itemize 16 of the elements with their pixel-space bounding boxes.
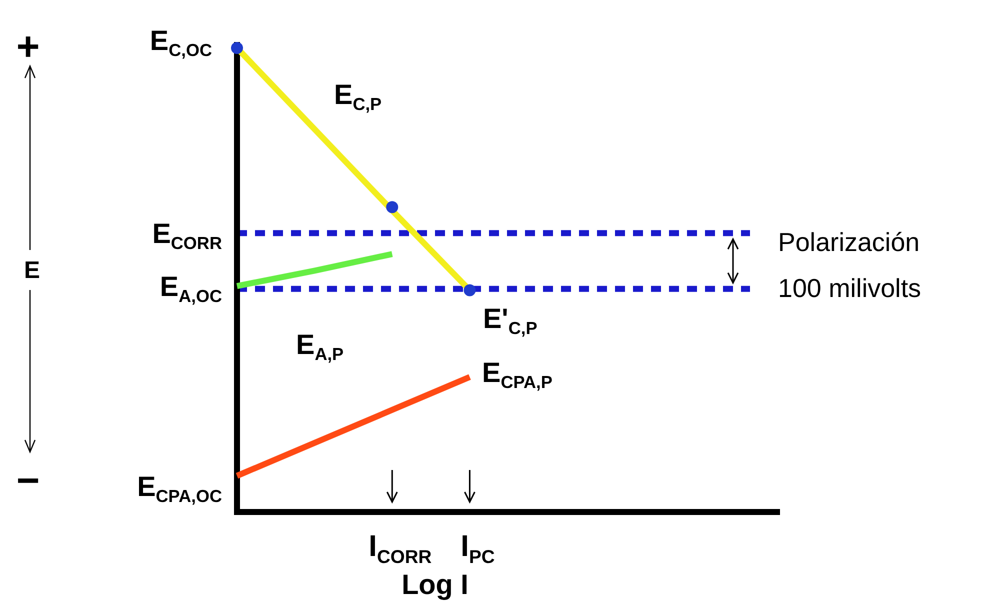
x-tick-label: I$_{PC}$ [460,530,495,566]
text: + [16,25,40,69]
x-axis-title: Log I [402,569,468,600]
text: E$_{C,OC}$ [150,25,212,60]
text: E$_{CORR}$ [152,218,222,254]
ref-line-label: Polarización [778,227,920,258]
x-tick-label: I$_{CORR}$ [368,530,432,566]
text: E$_{CPA,OC}$ [137,471,222,506]
ref-line-label: 100 milivolts [778,272,922,303]
annotation: E'$_{C,P}$ [483,303,538,338]
annotation: E$_{CPA,P}$ [482,357,552,392]
annotation: E$_{C,P}$ [334,79,382,114]
annotation: E$_{A,P}$ [296,329,344,364]
text: E [24,257,40,284]
text: E$_{A,OC}$ [160,271,222,306]
text: − [16,459,40,503]
